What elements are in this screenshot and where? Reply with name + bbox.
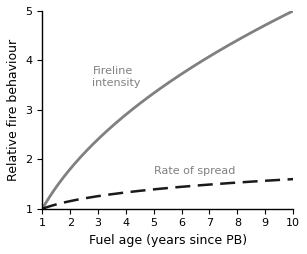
Text: Fireline
intensity: Fireline intensity <box>92 66 141 88</box>
X-axis label: Fuel age (years since PB): Fuel age (years since PB) <box>89 234 247 247</box>
Y-axis label: Relative fire behaviour: Relative fire behaviour <box>7 39 20 181</box>
Text: Rate of spread: Rate of spread <box>154 166 235 176</box>
